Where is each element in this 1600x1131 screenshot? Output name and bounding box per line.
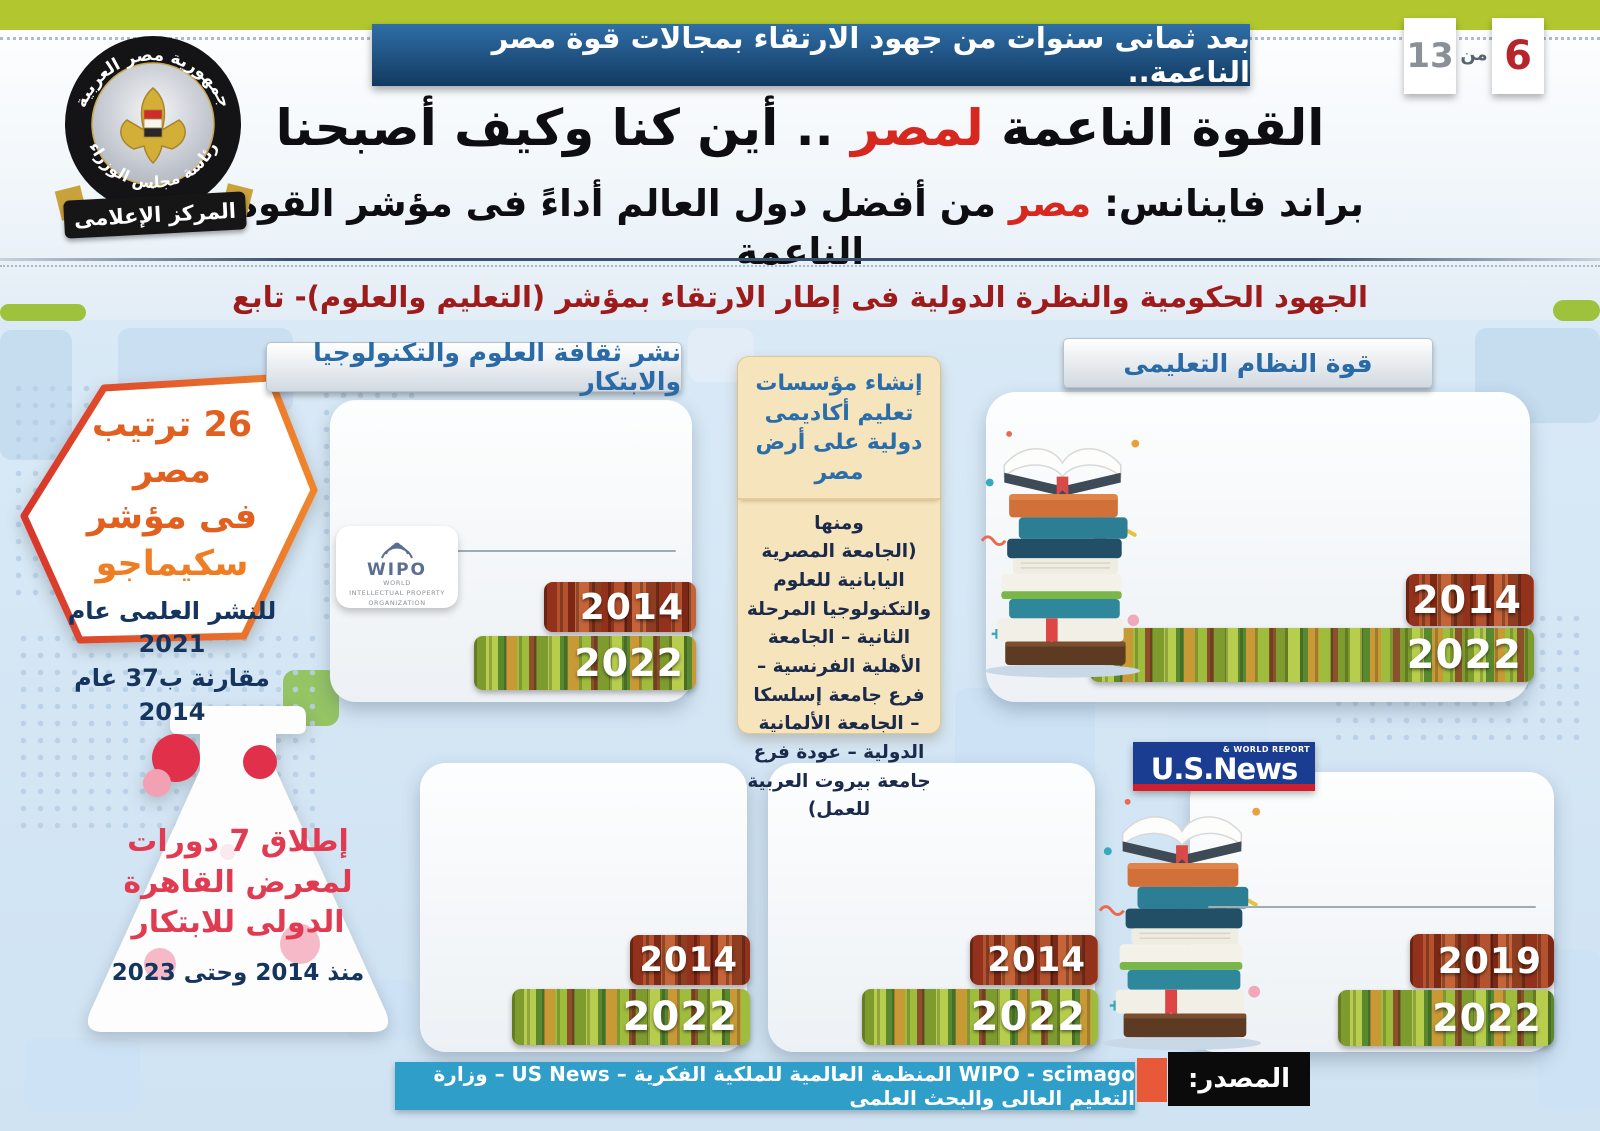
page-number-tab: 6 <box>1492 18 1544 94</box>
top-banner: بعد ثمانى سنوات من جهود الارتقاء بمجالات… <box>372 21 1250 89</box>
hexagon-line2: فى مؤشر <box>86 497 258 538</box>
usnews-logo: U.S.News & WORLD REPORT <box>1133 742 1315 791</box>
students-2022-bar: 2022 <box>1090 628 1534 682</box>
subtitle-highlight: مصر <box>1008 182 1092 225</box>
usnews-2019-bar: 2019 <box>1410 934 1554 988</box>
flask-text: إطلاق 7 دورات لمعرض القاهرة الدولى للابت… <box>110 822 366 986</box>
source-text-bar: WIPO - scimago المنظمة العالمية للملكية … <box>395 1062 1135 1110</box>
source-orange-marker <box>1137 1058 1167 1102</box>
eagle-icon <box>120 87 186 165</box>
title-highlight: لمصر <box>851 99 984 157</box>
header-dotted-line <box>0 265 1600 267</box>
flask-period: منذ 2014 وحتى 2023 <box>111 959 365 986</box>
subtitle-pre: براند فاينانس: <box>1091 182 1364 225</box>
header-divider <box>0 258 1600 261</box>
research-2014-bar: 2014 <box>630 935 750 985</box>
egypt-government-emblem: جمهورية مصر العربية رئاسة مجلس الوزراء <box>65 36 241 212</box>
flask-line2: لمعرض القاهرة <box>123 864 353 900</box>
page-subtitle: براند فاينانس: مصر من أفضل دول العالم أد… <box>180 180 1420 273</box>
title-pre: القوة الناعمة <box>983 99 1325 157</box>
usnews-2022-bar: 2022 <box>1338 990 1554 1046</box>
wipo-2022-bar: 2022 <box>474 636 696 690</box>
hexagon-text: 26 ترتيب مصر فى مؤشر سكيماجو للنشر العلم… <box>52 402 292 729</box>
source-label: المصدر: <box>1168 1052 1310 1106</box>
page-number: 6 <box>1504 33 1532 79</box>
accreditation-2022-bar: 2022 <box>862 989 1098 1045</box>
institutions-body: ومنها (الجامعة المصرية اليابانية للعلوم … <box>738 500 940 835</box>
page-of-label: من <box>1460 44 1488 65</box>
deco-tile <box>25 1038 140 1113</box>
wipo-logo-line3: ORGANIZATION <box>368 598 426 607</box>
usnews-logo-sub: & WORLD REPORT <box>1222 745 1310 754</box>
subtitle-post: من أفضل دول العالم أداءً فى مؤشر القوة ا… <box>236 182 1009 274</box>
section-band-title: الجهود الحكومية والنظرة الدولية فى إطار … <box>232 280 1368 314</box>
students-2014-bar: 2014 <box>1406 574 1534 626</box>
innovation-flask-illustration <box>87 706 389 1032</box>
institutions-header: إنشاء مؤسسات تعليم أكاديمى دولية على أرض… <box>738 357 940 500</box>
page-total: 13 <box>1406 36 1454 76</box>
title-post: .. أين كنا وكيف أصبحنا <box>275 99 852 157</box>
wipo-2014-bar: 2014 <box>544 582 696 632</box>
books-stack-illustration-2 <box>1098 797 1263 1052</box>
institutions-intro: ومنها <box>814 512 864 534</box>
hexagon-line5: مقارنة ب37 عام 2014 <box>74 663 270 726</box>
wipo-logo: WIPO WORLD INTELLECTUAL PROPERTY ORGANIZ… <box>336 526 458 608</box>
deco-tile <box>0 304 86 321</box>
hexagon-line1: 26 ترتيب مصر <box>91 405 253 492</box>
hexagon-line3: سكيماجو <box>95 543 249 584</box>
flask-line3: الدولى للابتكار <box>131 905 345 940</box>
deco-tile <box>1553 300 1600 321</box>
flask-line1: إطلاق 7 دورات <box>127 824 349 859</box>
page-total-tab: 13 <box>1404 18 1456 94</box>
science-section-header: نشر ثقافة العلوم والتكنولوجيا والابتكار <box>266 338 682 396</box>
institutions-list: (الجامعة المصرية اليابانية للعلوم والتكن… <box>746 541 932 821</box>
wipo-logo-icon <box>381 542 413 559</box>
wipo-divider <box>346 550 676 552</box>
wipo-logo-name: WIPO <box>367 560 427 580</box>
usnews-logo-redbar <box>1133 784 1315 791</box>
education-section-header: قوة النظام التعليمى <box>1063 338 1433 388</box>
page-title: القوة الناعمة لمصر .. أين كنا وكيف أصبحن… <box>240 96 1360 172</box>
international-institutions-panel: إنشاء مؤسسات تعليم أكاديمى دولية على أرض… <box>737 356 941 820</box>
research-2022-bar: 2022 <box>512 989 750 1045</box>
books-stack-illustration <box>980 429 1142 680</box>
wipo-logo-line2: INTELLECTUAL PROPERTY <box>349 588 445 597</box>
usnews-divider <box>1208 906 1536 908</box>
hexagon-line4: للنشر العلمى عام 2021 <box>67 596 277 659</box>
accreditation-2014-bar: 2014 <box>970 935 1098 985</box>
usnews-logo-main: U.S.News <box>1150 751 1298 786</box>
wipo-logo-line1: WORLD <box>383 579 411 587</box>
